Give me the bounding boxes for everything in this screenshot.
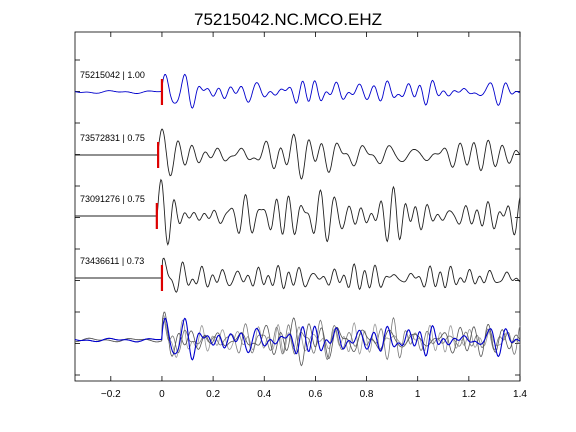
trace-label: 73436611 | 0.73 (80, 256, 144, 266)
trace-3 (75, 178, 521, 246)
trace-label: 73091276 | 0.75 (80, 194, 145, 204)
trace-1 (74, 73, 521, 109)
x-tick-label: 0 (159, 389, 165, 400)
x-tick-label: 0.8 (360, 389, 374, 400)
plot-frame (74, 31, 521, 382)
x-tick-label: 0.6 (308, 389, 322, 400)
trace-4 (75, 257, 521, 293)
x-tick-label: 0.2 (206, 389, 220, 400)
trace-label: 75215042 | 1.00 (80, 70, 145, 80)
trace-label: 73572831 | 0.75 (80, 133, 145, 143)
x-tick-label: −0.2 (101, 389, 121, 400)
x-tick-label: 1 (415, 389, 421, 400)
figure-title: 75215042.NC.MCO.EHZ (194, 10, 382, 29)
waveform-traces (74, 73, 521, 293)
axis-ticks (75, 32, 521, 381)
trace-2 (75, 128, 521, 180)
overlay-traces (74, 311, 521, 367)
x-axis-tick-labels: −0.2 0 0.2 0.4 0.6 0.8 1 1.2 1.4 (101, 389, 527, 400)
x-tick-label: 1.4 (513, 389, 527, 400)
x-tick-label: 1.2 (462, 389, 476, 400)
x-tick-label: 0.4 (257, 389, 271, 400)
overlay-trace-1 (74, 317, 521, 361)
pick-markers (155, 79, 164, 291)
overlay-trace-2 (74, 311, 521, 367)
trace-labels: 75215042 | 1.00 73572831 | 0.75 73091276 |… (80, 70, 145, 266)
